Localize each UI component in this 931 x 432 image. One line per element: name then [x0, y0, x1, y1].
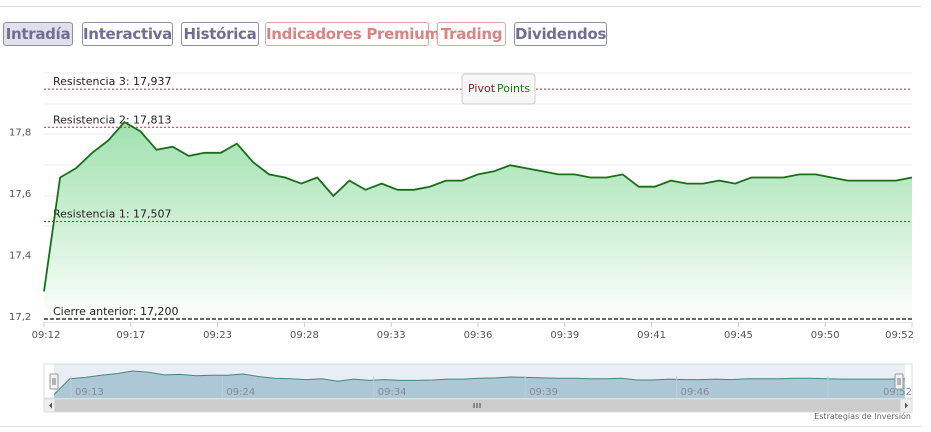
x-tick-label: 09:33 — [377, 330, 406, 341]
navigator-tick-label: 09:46 — [681, 387, 710, 398]
y-tick-label: 17,6 — [9, 189, 31, 200]
navigator-left-handle[interactable] — [49, 373, 59, 390]
tab-indicadores-premium[interactable]: Indicadores Premium — [265, 22, 440, 46]
tab-interactiva[interactable]: Interactiva — [82, 22, 173, 46]
navigator-tick-label: 09:39 — [529, 387, 558, 398]
x-tick-label: 09:36 — [464, 330, 493, 341]
price-area — [44, 122, 912, 322]
y-tick-label: 17,2 — [9, 312, 31, 323]
navigator-tick-label: 09:24 — [226, 387, 255, 398]
navigator[interactable]: 09:13 09:24 09:34 09:39 09:46 09:52 — [43, 363, 913, 413]
navigator-tick-label: 09:13 — [75, 387, 104, 398]
x-tick-label: 09:17 — [116, 330, 145, 341]
credit-label: Estrategias de Inversión — [814, 412, 911, 421]
top-divider — [0, 6, 921, 7]
tooltip-word-points: Points — [497, 82, 530, 95]
x-tick-label: 09:41 — [637, 330, 666, 341]
reference-line-label: Cierre anterior: 17,200 — [53, 305, 179, 318]
reference-line-label: Resistencia 3: 17,937 — [53, 75, 172, 88]
tab-dividendos[interactable]: Dividendos — [514, 22, 607, 46]
navigator-right-handle[interactable] — [894, 373, 904, 390]
navigator-tick-label: 09:34 — [378, 387, 407, 398]
navigator-line — [53, 370, 906, 395]
tab-intradia[interactable]: Intradía — [3, 22, 73, 46]
x-tick-label: 09:39 — [550, 330, 579, 341]
navigator-selection — [54, 364, 905, 398]
scroll-left-arrow-icon[interactable] — [49, 402, 52, 409]
tab-trading[interactable]: Trading — [437, 22, 506, 46]
price-line — [43, 120, 913, 292]
scroll-right-arrow-icon[interactable] — [905, 402, 908, 409]
y-axis-ticks: 17,2 17,4 17,6 17,8 — [9, 127, 31, 323]
tab-historica[interactable]: Histórica — [181, 22, 259, 46]
pivot-points-tooltip: Pivot Points — [461, 73, 536, 105]
x-tick-label: 09:52 — [885, 330, 914, 341]
reference-line-label: Resistencia 1: 17,507 — [53, 207, 172, 220]
x-tick-label: 09:50 — [811, 330, 840, 341]
reference-line-label: Resistencia 2: 17,813 — [53, 113, 172, 126]
bottom-divider — [0, 426, 921, 427]
navigator-tick-label: 09:52 — [883, 387, 912, 398]
tooltip-word-pivot: Pivot — [468, 82, 496, 95]
x-tick-label: 09:23 — [203, 330, 232, 341]
x-tick-label: 09:12 — [32, 330, 61, 341]
y-tick-label: 17,4 — [9, 250, 31, 261]
y-tick-label: 17,8 — [9, 127, 31, 138]
x-tick-label: 09:28 — [290, 330, 319, 341]
x-tick-label: 09:45 — [724, 330, 753, 341]
x-axis-ticks: 09:12 09:17 09:23 09:28 09:33 09:36 09:39 09:41… — [32, 322, 914, 341]
